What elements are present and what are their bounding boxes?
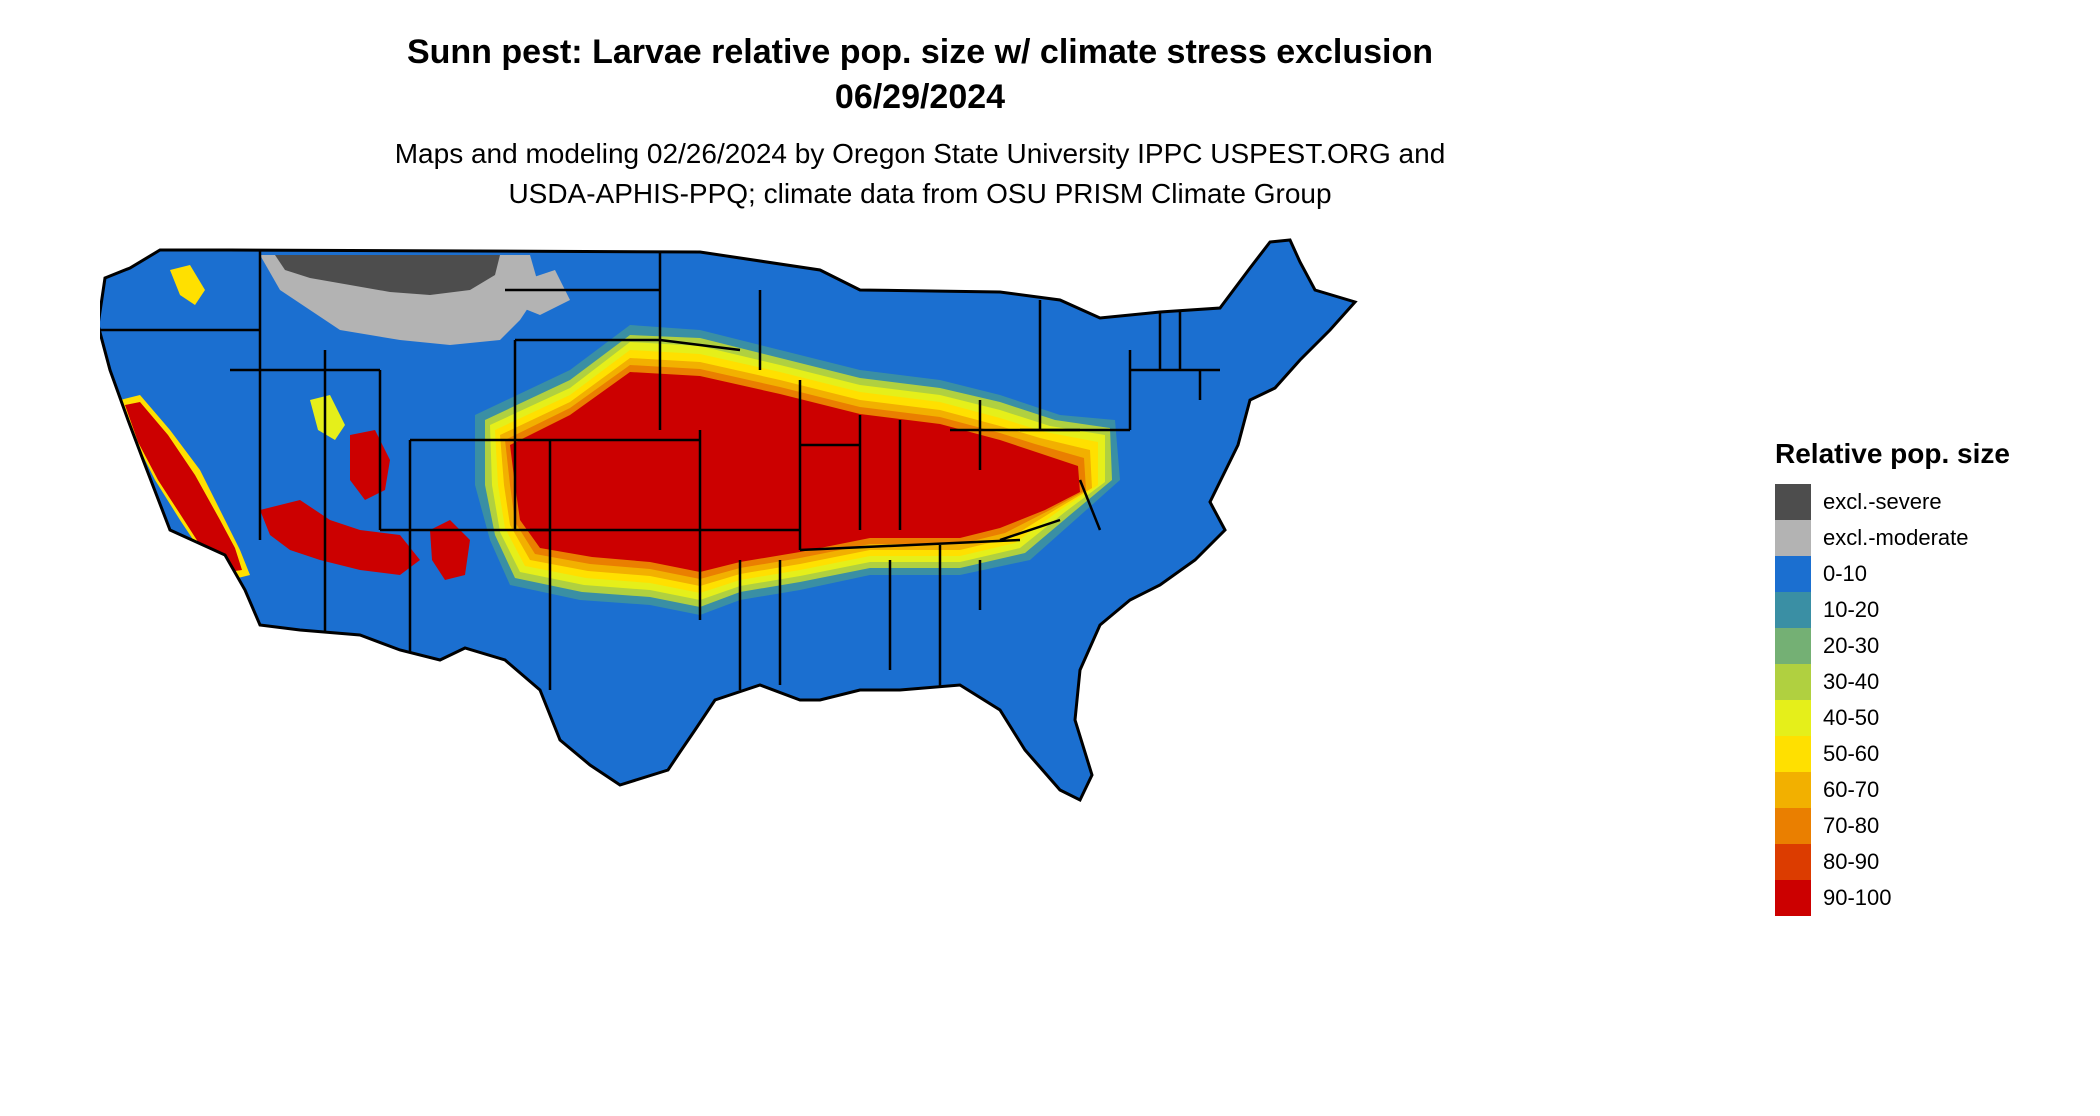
legend-swatch xyxy=(1775,592,1811,628)
excl-severe-zone xyxy=(275,255,500,295)
legend-item: 20-30 xyxy=(1775,628,2010,664)
us-population-map xyxy=(100,238,1358,803)
legend-item: 90-100 xyxy=(1775,880,2010,916)
map-credit-line-1: Maps and modeling 02/26/2024 by Oregon S… xyxy=(394,138,1446,169)
legend-swatch xyxy=(1775,664,1811,700)
legend-label: 70-80 xyxy=(1823,813,1880,838)
idaho-hotspot xyxy=(310,395,345,440)
legend-label: excl.-severe xyxy=(1823,489,1942,514)
legend-swatch xyxy=(1775,556,1811,592)
map-date: 06/29/2024 xyxy=(834,78,1006,116)
legend-label: 40-50 xyxy=(1823,705,1880,730)
california-valley-red xyxy=(125,402,242,572)
us-outline xyxy=(100,238,1358,803)
legend-item: excl.-severe xyxy=(1775,484,2010,520)
legend-item: 40-50 xyxy=(1775,700,2010,736)
map-title: Sunn pest: Larvae relative pop. size w/ … xyxy=(406,33,1434,71)
map-credit-line-2: USDA-APHIS-PPQ; climate data from OSU PR… xyxy=(508,178,1332,209)
legend-item: 50-60 xyxy=(1775,736,2010,772)
legend-swatch xyxy=(1775,736,1811,772)
legend-label: 0-10 xyxy=(1823,561,1868,586)
legend: Relative pop. size excl.-severe excl.-mod… xyxy=(1775,438,2010,916)
legend-title: Relative pop. size xyxy=(1775,438,2010,469)
legend-label: 20-30 xyxy=(1823,633,1880,658)
legend-swatch xyxy=(1775,808,1811,844)
state-borders xyxy=(100,250,1220,690)
band-90-100 xyxy=(510,372,1080,572)
legend-label: 30-40 xyxy=(1823,669,1880,694)
legend-label: 50-60 xyxy=(1823,741,1880,766)
legend-label: excl.-moderate xyxy=(1823,525,1969,550)
legend-label: 80-90 xyxy=(1823,849,1880,874)
legend-swatch xyxy=(1775,880,1811,916)
legend-swatch xyxy=(1775,772,1811,808)
legend-swatch xyxy=(1775,844,1811,880)
legend-label: 90-100 xyxy=(1823,885,1892,910)
legend-swatch xyxy=(1775,628,1811,664)
legend-item: 60-70 xyxy=(1775,772,2010,808)
legend-item: 80-90 xyxy=(1775,844,2010,880)
legend-label: 60-70 xyxy=(1823,777,1880,802)
legend-item: 0-10 xyxy=(1775,556,2010,592)
legend-items: excl.-severe excl.-moderate 0-10 10-20 20-30… xyxy=(1775,484,2010,916)
legend-item: 10-20 xyxy=(1775,592,2010,628)
legend-item: 30-40 xyxy=(1775,664,2010,700)
new-mexico-hotspot xyxy=(430,520,470,580)
legend-swatch xyxy=(1775,520,1811,556)
southwest-hotspot xyxy=(260,500,420,575)
legend-item: 70-80 xyxy=(1775,808,2010,844)
excl-moderate-zone-east xyxy=(510,270,570,315)
legend-label: 10-20 xyxy=(1823,597,1880,622)
legend-item: excl.-moderate xyxy=(1775,520,2010,556)
legend-swatch xyxy=(1775,484,1811,520)
legend-swatch xyxy=(1775,700,1811,736)
washington-hotspot xyxy=(170,265,205,305)
map-header: Sunn pest: Larvae relative pop. size w/ … xyxy=(0,30,1840,214)
